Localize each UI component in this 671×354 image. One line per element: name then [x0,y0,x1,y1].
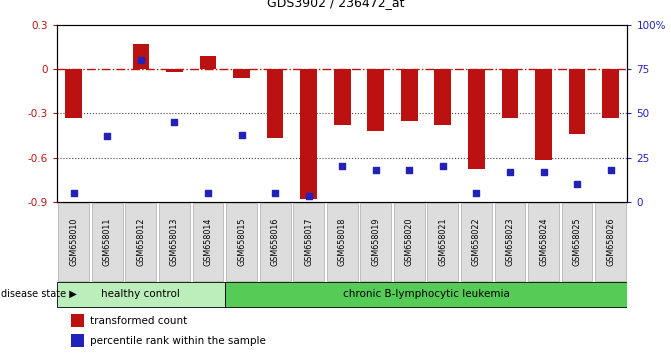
Bar [401,69,417,121]
FancyBboxPatch shape [394,202,425,281]
Point [605,167,616,173]
Text: GSM658018: GSM658018 [338,217,347,266]
Text: GSM658010: GSM658010 [69,217,79,266]
FancyBboxPatch shape [225,282,627,307]
Bar [301,69,317,199]
FancyBboxPatch shape [327,202,358,281]
Text: GSM658016: GSM658016 [270,217,280,266]
Point [404,167,415,173]
Bar [502,69,519,118]
Bar [133,44,150,69]
Text: GSM658023: GSM658023 [505,217,515,266]
Point [102,133,113,139]
FancyBboxPatch shape [495,202,525,281]
Text: GSM658022: GSM658022 [472,217,481,266]
Bar [234,69,250,78]
FancyBboxPatch shape [58,202,89,281]
FancyBboxPatch shape [293,202,324,281]
Bar [267,69,283,138]
Text: transformed count: transformed count [90,316,187,326]
Text: GSM658025: GSM658025 [572,217,582,266]
FancyBboxPatch shape [595,202,626,281]
FancyBboxPatch shape [562,202,592,281]
Text: GSM658024: GSM658024 [539,217,548,266]
Text: healthy control: healthy control [101,289,180,299]
Bar [603,69,619,118]
FancyBboxPatch shape [92,202,123,281]
Text: GSM658014: GSM658014 [203,217,213,266]
Bar [435,69,451,125]
Point [437,164,448,169]
Bar [71,314,84,327]
FancyBboxPatch shape [159,202,190,281]
Point [68,190,79,196]
Text: disease state ▶: disease state ▶ [1,289,77,299]
Bar [66,69,83,118]
FancyBboxPatch shape [528,202,559,281]
Point [270,190,280,196]
FancyBboxPatch shape [226,202,257,281]
Point [505,169,515,175]
Text: GDS3902 / 236472_at: GDS3902 / 236472_at [267,0,404,9]
Point [572,181,582,187]
Text: GSM658015: GSM658015 [237,217,246,266]
Text: GSM658020: GSM658020 [405,217,414,266]
Text: GSM658013: GSM658013 [170,217,179,266]
Bar [71,334,84,347]
Point [136,57,146,63]
Bar [569,69,586,134]
Point [538,169,549,175]
Point [236,132,247,137]
FancyBboxPatch shape [125,202,156,281]
Text: GSM658021: GSM658021 [438,217,448,266]
FancyBboxPatch shape [57,282,225,307]
Text: percentile rank within the sample: percentile rank within the sample [90,336,266,346]
FancyBboxPatch shape [360,202,391,281]
Text: GSM658026: GSM658026 [606,217,615,266]
FancyBboxPatch shape [193,202,223,281]
Bar [166,69,183,72]
Text: GSM658017: GSM658017 [304,217,313,266]
Point [337,164,348,169]
Bar [200,56,216,69]
Bar [535,69,552,160]
Point [203,190,213,196]
Text: GSM658011: GSM658011 [103,217,112,266]
FancyBboxPatch shape [461,202,492,281]
Bar [368,69,384,131]
Point [471,190,482,196]
Text: chronic B-lymphocytic leukemia: chronic B-lymphocytic leukemia [343,289,509,299]
Bar [468,69,484,169]
Bar [334,69,351,125]
Point [370,167,381,173]
FancyBboxPatch shape [260,202,291,281]
Point [169,119,180,125]
Point [303,194,314,199]
FancyBboxPatch shape [427,202,458,281]
Text: GSM658019: GSM658019 [371,217,380,266]
Text: GSM658012: GSM658012 [136,217,146,266]
